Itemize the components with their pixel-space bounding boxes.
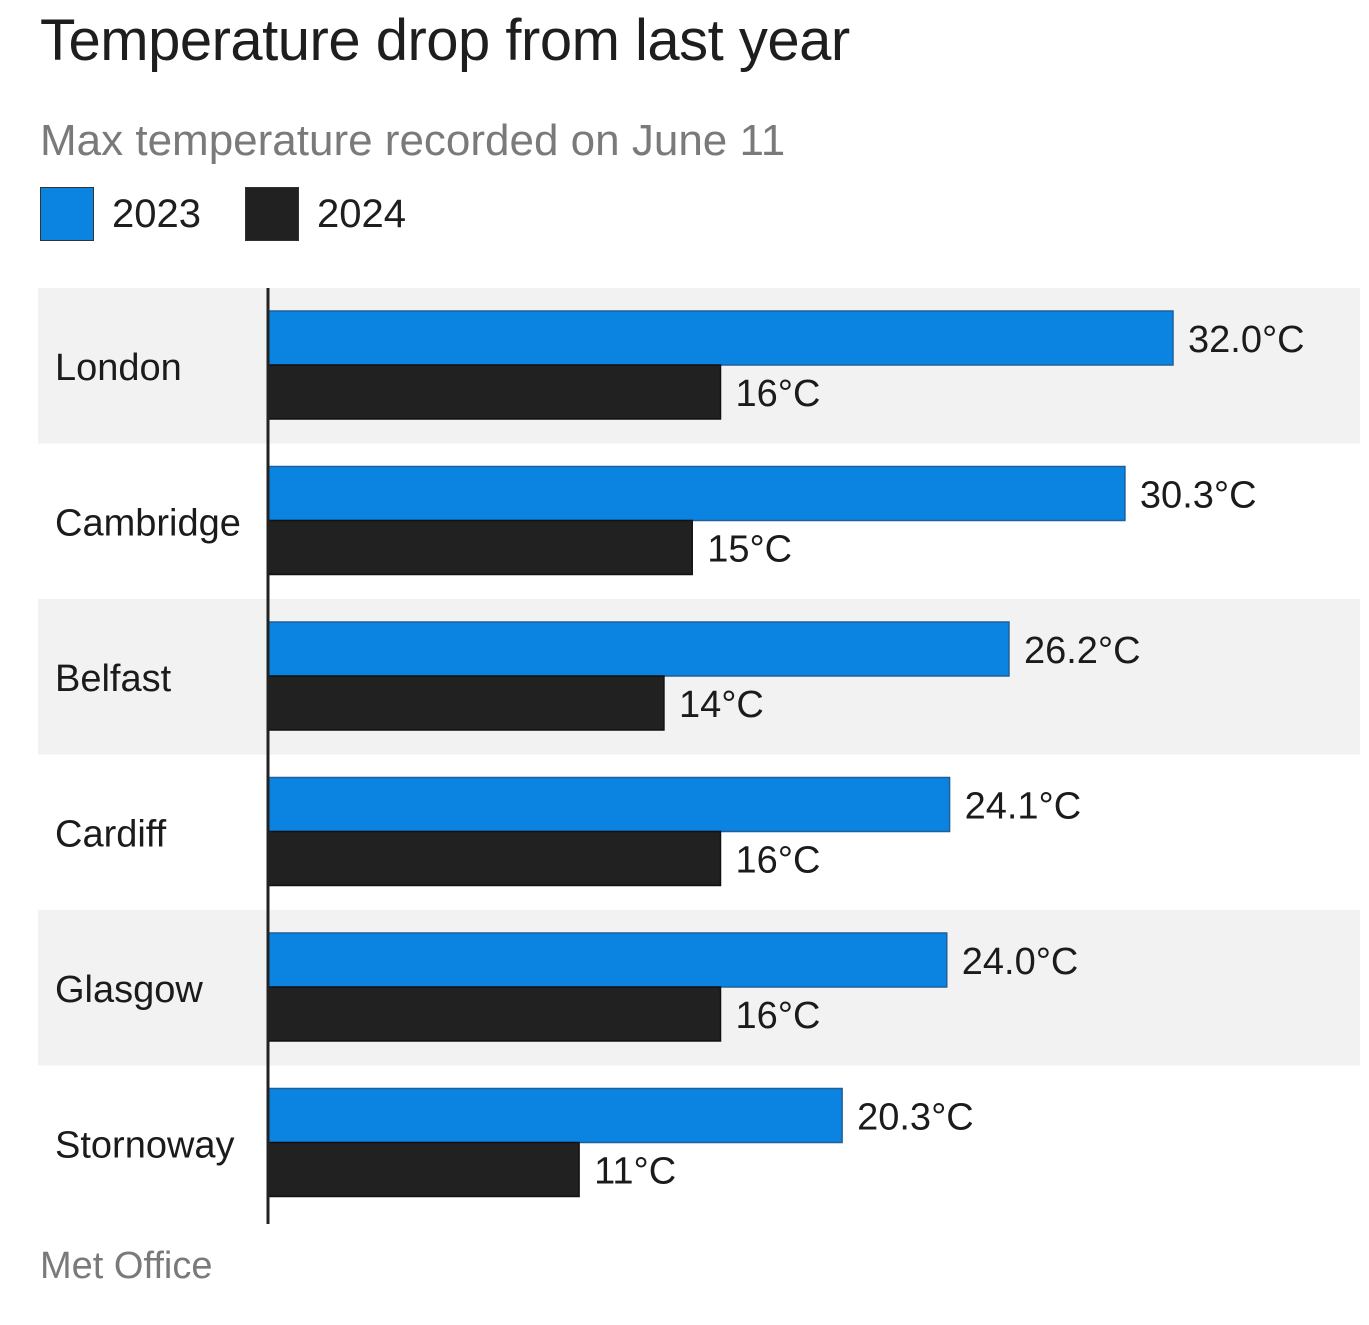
chart-subtitle: Max temperature recorded on June 11 [40, 116, 786, 165]
chart-title: Temperature drop from last year [40, 8, 850, 73]
category-label-cardiff: Cardiff [55, 813, 167, 855]
bar-2023-belfast [267, 621, 1010, 677]
category-label-belfast: Belfast [55, 658, 172, 700]
category-label-glasgow: Glasgow [55, 969, 203, 1011]
legend-label-2024: 2024 [316, 191, 406, 236]
category-label-stornoway: Stornoway [55, 1124, 235, 1166]
legend-swatch-2023 [40, 187, 94, 241]
data-label-2023-cambridge: 30.3°C [1140, 475, 1257, 517]
data-label-2023-london: 32.0°C [1188, 319, 1305, 361]
legend-label-2023: 2023 [112, 191, 201, 236]
bar-2024-glasgow [267, 986, 722, 1042]
data-label-2024-cardiff: 16°C [736, 840, 821, 882]
data-label-2024-belfast: 14°C [679, 684, 764, 726]
bar-2024-cardiff [267, 830, 722, 887]
data-label-2024-glasgow: 16°C [736, 995, 821, 1037]
legend: 2023 2024 [40, 186, 450, 242]
data-label-2024-cambridge: 15°C [707, 529, 792, 571]
category-label-cambridge: Cambridge [55, 502, 241, 544]
data-label-2024-stornoway: 11°C [594, 1151, 676, 1193]
category-label-london: London [55, 347, 182, 389]
bar-2023-stornoway [267, 1087, 843, 1144]
legend-swatch-2024 [244, 187, 299, 241]
data-label-2023-stornoway: 20.3°C [857, 1097, 974, 1139]
bar-2024-belfast [267, 675, 665, 731]
bar-2024-london [267, 364, 722, 420]
bar-2024-stornoway [267, 1141, 580, 1198]
bar-2023-cambridge [267, 465, 1126, 522]
data-label-2024-london: 16°C [736, 373, 821, 415]
data-label-2023-cardiff: 24.1°C [965, 786, 1082, 828]
bar-2023-glasgow [267, 932, 948, 988]
source-credit: Met Office [40, 1245, 213, 1287]
bar-2023-london [267, 310, 1174, 366]
data-label-2023-glasgow: 24.0°C [962, 941, 1079, 983]
data-label-2023-belfast: 26.2°C [1024, 630, 1141, 672]
bar-2024-cambridge [267, 519, 693, 576]
legend-item-2023: 2023 [40, 187, 201, 241]
bar-2023-cardiff [267, 776, 951, 833]
legend-item-2024: 2024 [244, 187, 406, 241]
